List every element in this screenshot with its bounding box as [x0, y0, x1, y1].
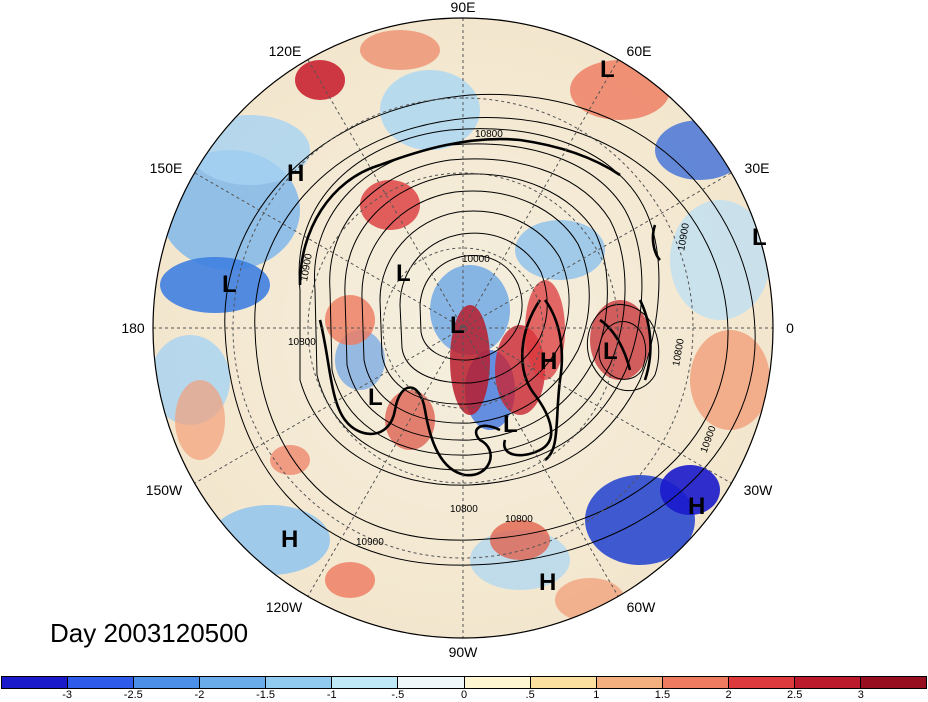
- colorbar-tick-label: -1: [326, 689, 337, 701]
- pressure-center-label: L: [450, 312, 465, 339]
- colorbar-tick-label: -2.5: [123, 689, 143, 701]
- colorbar-tick-label: 2.5: [787, 689, 803, 701]
- colorbar-box: [134, 677, 201, 688]
- colorbar-box: [464, 677, 531, 688]
- contour-label: 10800: [450, 504, 478, 515]
- lon-label: 0: [786, 320, 794, 336]
- colorbar-box: [200, 677, 267, 688]
- contour-label: 10900: [676, 222, 692, 252]
- colorbar-box: [266, 677, 333, 688]
- colorbar-box: [398, 677, 465, 688]
- lon-label: 90W: [449, 644, 479, 660]
- colorbar-box: [530, 677, 597, 688]
- contour-label: 10900: [299, 252, 315, 282]
- contour-label: 10800: [475, 129, 503, 140]
- colorbar-tick-label: -2: [194, 689, 205, 701]
- colorbar-tick-label: -1.5: [256, 689, 276, 701]
- lon-label: 120W: [266, 599, 303, 615]
- pressure-center-label: H: [540, 348, 557, 375]
- lon-label: 180: [121, 320, 145, 336]
- lon-label: 150W: [146, 482, 183, 498]
- contour-label: 10000: [462, 254, 490, 265]
- height-contours: [224, 93, 756, 566]
- lon-label: 30E: [745, 160, 770, 176]
- contour-label: 10800: [505, 514, 533, 525]
- lon-label: 120E: [269, 43, 302, 59]
- map-title: Day 2003120500: [50, 618, 249, 648]
- pressure-center-label: L: [603, 338, 618, 365]
- polar-map: 90E 60E 30E 0 30W 60W 90W 120W 150W 180 …: [121, 0, 794, 660]
- contour-label: 10900: [356, 537, 384, 548]
- colorbar-tick-label: -.5: [391, 689, 405, 701]
- colorbar-box: [332, 677, 399, 688]
- colorbar-tick-label: 2: [725, 689, 732, 701]
- pressure-center-label: L: [396, 260, 411, 287]
- pressure-center-label: L: [222, 271, 237, 298]
- colorbar-tick-label: 1: [593, 689, 600, 701]
- colorbar-box: [68, 677, 135, 688]
- colorbar: -3 -2.5 -2 -1.5 -1 -.5 0 .5 1 1.5 2 2.5 3: [0, 674, 928, 702]
- pressure-center-label: H: [287, 160, 304, 187]
- colorbar-tick-label: 3: [857, 689, 864, 701]
- pressure-center-label: L: [752, 224, 767, 251]
- contour-label: 10800: [288, 337, 316, 348]
- graticule: [153, 18, 773, 638]
- colorbar-boxes: [1, 676, 927, 689]
- pressure-center-label: H: [281, 526, 298, 553]
- pressure-center-label: L: [600, 56, 615, 83]
- colorbar-tick-label: 1.5: [654, 689, 671, 701]
- lon-label: 150E: [150, 160, 183, 176]
- pressure-center-label: H: [688, 493, 705, 520]
- colorbar-box: [794, 677, 862, 688]
- lon-label: 90E: [451, 0, 476, 15]
- lon-label: 30W: [744, 482, 774, 498]
- colorbar-tick-label: .5: [525, 689, 535, 701]
- lon-label: 60E: [627, 43, 652, 59]
- colorbar-box: [2, 677, 69, 688]
- pressure-center-label: H: [539, 569, 556, 596]
- colorbar-tick-label: -3: [62, 689, 73, 701]
- colorbar-box: [596, 677, 663, 688]
- colorbar-tick-label: 0: [460, 689, 468, 701]
- anomaly-field: [153, 18, 773, 638]
- map-boundary: [152, 17, 774, 639]
- colorbar-box: [728, 677, 795, 688]
- lon-label: 60W: [627, 599, 657, 615]
- longitude-labels: 90E 60E 30E 0 30W 60W 90W 120W 150W 180 …: [121, 0, 794, 660]
- contour-labels: 10800 10900 10000 10800 10900 10800 1090…: [288, 129, 719, 548]
- colorbar-box: [662, 677, 729, 688]
- pressure-centers: L H L L L L H L L L H H H: [222, 56, 767, 596]
- contour-label: 10800: [671, 337, 687, 367]
- pressure-center-label: L: [503, 411, 518, 438]
- colorbar-box: [861, 677, 927, 688]
- pressure-center-label: L: [368, 384, 383, 411]
- colorbar-ticks: -3 -2.5 -2 -1.5 -1 -.5 0 .5 1 1.5 2 2.5 3: [0, 689, 928, 702]
